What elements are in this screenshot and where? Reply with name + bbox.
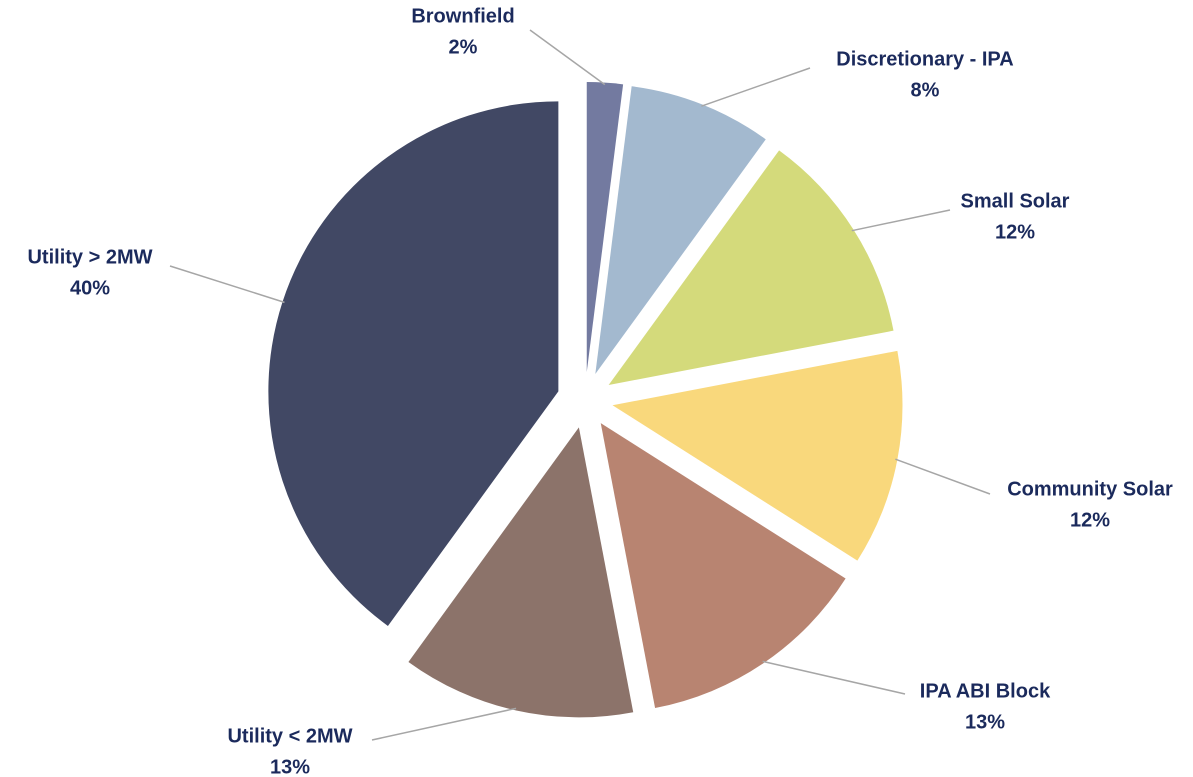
- leader-line: [762, 660, 906, 695]
- slice-label: Brownfield: [411, 5, 514, 27]
- pie-slice: [600, 423, 846, 709]
- pie-slice: [595, 86, 766, 374]
- leader-line: [701, 67, 811, 107]
- slice-value-label: 13%: [965, 711, 1005, 733]
- pie-slice: [268, 101, 559, 626]
- slice-label: Utility < 2MW: [227, 725, 352, 747]
- pie-slice: [408, 427, 634, 718]
- slice-value-label: 13%: [270, 756, 310, 777]
- pie-slice: [586, 82, 624, 373]
- slice-value-label: 12%: [995, 221, 1035, 243]
- leader-line: [851, 209, 951, 232]
- slice-label: Community Solar: [1007, 478, 1173, 500]
- slice-label: Utility > 2MW: [27, 246, 152, 268]
- slice-label: Small Solar: [961, 190, 1070, 212]
- slice-value-label: 8%: [911, 79, 940, 101]
- leader-line: [371, 707, 517, 741]
- pie-slice: [608, 150, 894, 385]
- slice-value-label: 40%: [70, 277, 110, 299]
- leader-line: [169, 265, 285, 304]
- leader-line: [895, 458, 991, 495]
- pie-slice: [612, 350, 903, 561]
- slice-value-label: 12%: [1070, 509, 1110, 531]
- slice-label: Discretionary - IPA: [836, 48, 1013, 70]
- slice-label: IPA ABI Block: [920, 680, 1051, 702]
- leader-line: [529, 29, 606, 86]
- slice-value-label: 2%: [449, 36, 478, 58]
